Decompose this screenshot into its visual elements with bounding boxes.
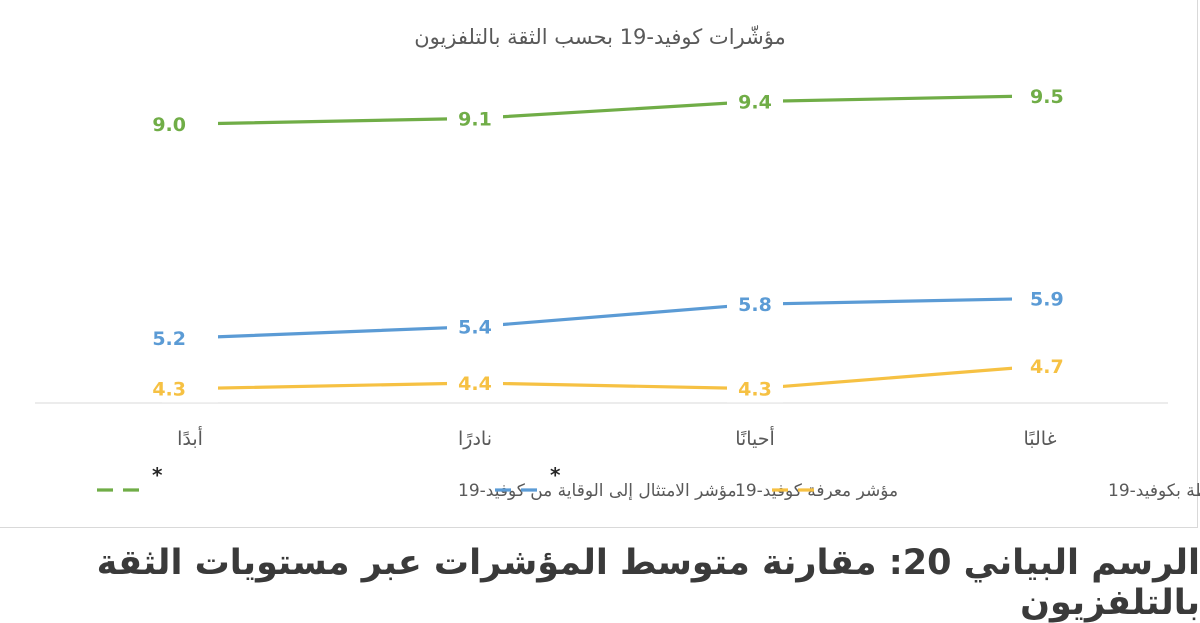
legend-item: مؤشر معرفة كوفيد-19 * [495,463,898,501]
data-label-bg [447,104,503,133]
line-chart: مؤشّرات كوفيد-19 بحسب الثقة بالتلفزيون أ… [35,24,1200,501]
x-tick-label: أبدًا [177,426,203,450]
data-label-bg [162,110,218,138]
data-label-bg [1012,352,1068,381]
chart-title: مؤشّرات كوفيد-19 بحسب الثقة بالتلفزيون [414,24,786,49]
data-label: 9.5 [1030,86,1064,108]
data-label: 4.7 [1030,356,1064,378]
legend-asterisk: * [152,463,163,487]
x-tick-label: نادرًا [458,428,492,450]
data-label: 9.4 [738,91,772,113]
data-label-bg [727,87,783,116]
series-0: 9.0 9.1 9.4 9.5 [152,81,1068,138]
legend: مؤشر الامتثال إلى الوقاية من كوفيد-19*مؤ… [97,463,1200,501]
data-label-bg [1012,284,1068,313]
series-1: 5.2 5.4 5.8 5.9 [152,284,1068,352]
data-label: 4.4 [458,373,492,395]
series-line [188,296,1042,340]
data-label: 4.3 [738,379,772,401]
data-label-bg [1012,81,1068,110]
series-2: 4.3 4.4 4.3 4.7 [152,352,1068,403]
data-label-bg [162,323,218,352]
data-label-bg [447,368,503,397]
x-tick-label: أحيانًا [735,426,775,450]
data-label-bg [447,312,503,341]
data-label: 5.4 [458,317,492,339]
series-layer: 9.0 9.1 9.4 9.5 5.2 5.4 5.8 5.9 4.3 4.4 4.3 4.7 [152,81,1068,403]
chart-frame [0,0,1198,528]
data-label: 5.8 [738,294,772,316]
data-label-bg [162,374,218,403]
legend-asterisk: * [550,463,561,487]
data-label: 5.2 [152,328,186,350]
legend-label: مؤشر معرفة كوفيد-19 [735,481,898,501]
series-line [188,94,1042,126]
legend-item: مؤشر الامتثال إلى الوقاية من كوفيد-19* [97,463,737,501]
legend-label: مؤشر الخرافات المرتبطة بكوفيد-19 [1108,481,1200,501]
x-tick-labels: أبدًا نادرًا أحيانًا غالبًا [177,426,1056,450]
figure-caption: الرسم البياني 20: مقارنة متوسط المؤشرات … [96,543,1200,623]
legend-item: مؤشر الخرافات المرتبطة بكوفيد-19 [772,481,1200,501]
data-label-bg [727,374,783,403]
legend-label: مؤشر الامتثال إلى الوقاية من كوفيد-19 [458,481,737,501]
series-line [188,364,1042,391]
data-label: 4.3 [152,379,186,401]
data-label: 5.9 [1030,289,1064,311]
data-label-bg [727,290,783,319]
data-label: 9.0 [152,114,186,136]
x-tick-label: غالبًا [1023,428,1056,450]
data-label: 9.1 [458,108,492,130]
